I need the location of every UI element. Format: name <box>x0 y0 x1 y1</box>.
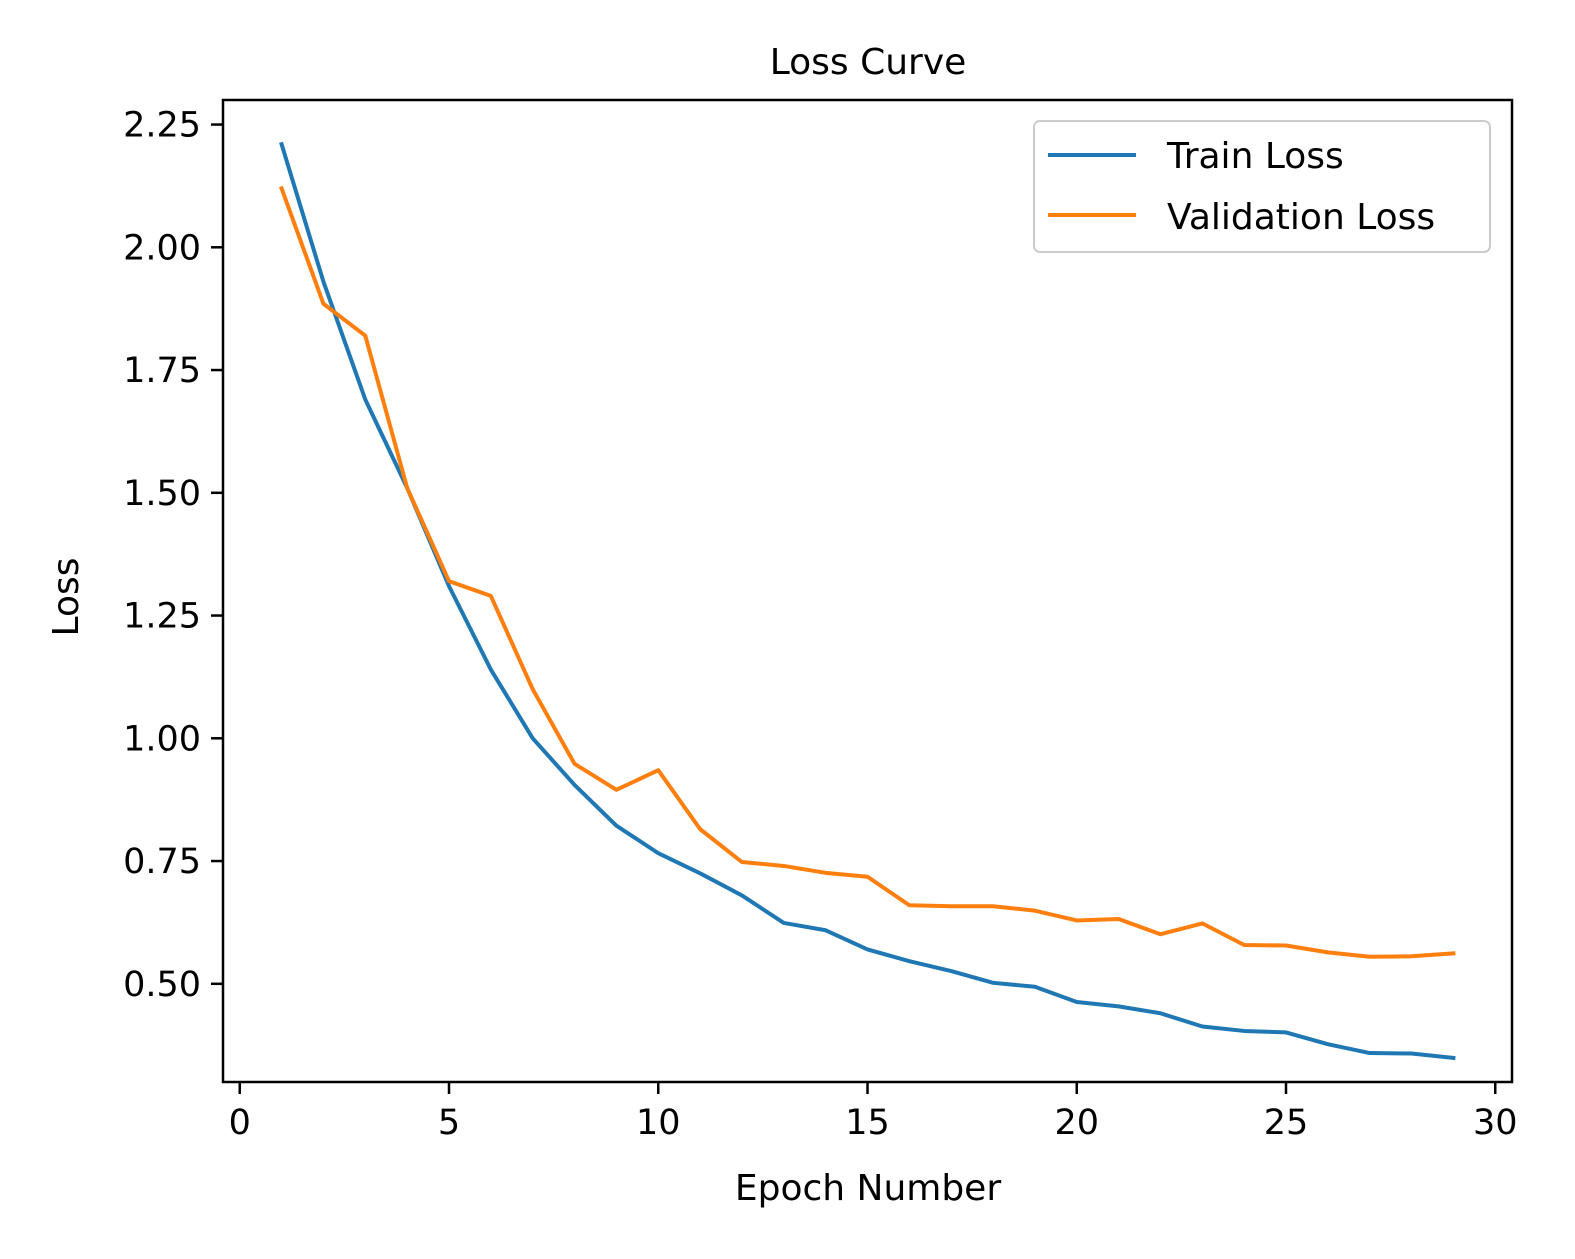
x-tick-label: 15 <box>845 1103 890 1143</box>
y-axis: 0.50 0.75 1.00 1.25 1.50 1.75 2.00 2.25 <box>123 106 223 1005</box>
x-tick-label: 30 <box>1473 1103 1518 1143</box>
legend: Train Loss Validation Loss <box>1033 120 1491 253</box>
legend-label-train-loss: Train Loss <box>1166 136 1344 177</box>
x-tick-label: 10 <box>636 1103 681 1143</box>
legend-box <box>1033 120 1491 253</box>
y-tick-label: 2.00 <box>123 228 201 268</box>
y-tick-label: 0.75 <box>123 842 201 882</box>
series-line-train-loss <box>279 141 1456 1061</box>
y-tick-label: 1.75 <box>123 351 201 391</box>
chart-title: Loss Curve <box>770 42 967 83</box>
y-tick-label: 1.50 <box>123 474 201 514</box>
y-tick-label: 1.00 <box>123 719 201 759</box>
x-tick-label: 0 <box>229 1103 251 1143</box>
x-tick-label: 25 <box>1264 1103 1309 1143</box>
y-tick-label: 2.25 <box>123 106 201 146</box>
x-axis: 0 5 10 15 20 25 30 <box>229 1082 1518 1143</box>
legend-label-validation-loss: Validation Loss <box>1167 197 1435 238</box>
y-tick-label: 0.50 <box>123 965 201 1005</box>
x-tick-label: 20 <box>1054 1103 1099 1143</box>
series-line-validation-loss <box>279 185 1456 959</box>
y-tick-label: 1.25 <box>123 597 201 637</box>
x-axis-label: Epoch Number <box>735 1168 1001 1209</box>
x-tick-label: 5 <box>438 1103 460 1143</box>
y-axis-label: Loss <box>46 558 87 637</box>
series-layer <box>279 141 1456 1061</box>
